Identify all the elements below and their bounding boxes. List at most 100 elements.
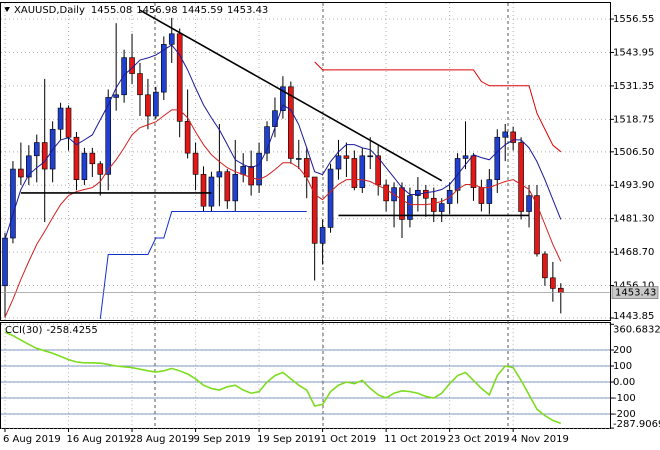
candle-body [518, 142, 524, 212]
indicator-line [4, 109, 562, 318]
candle-body [510, 131, 516, 143]
candle-body [81, 152, 88, 180]
candle-body [288, 86, 294, 159]
candle-body [89, 152, 96, 165]
x-tick-label: 28 Aug 2019 [130, 434, 194, 445]
y-tick-label: 100 [613, 361, 632, 372]
candle-body [407, 195, 413, 220]
candle-body [200, 174, 207, 207]
candle-body [470, 155, 477, 188]
price-header: XAUUSD,Daily 1455.08 1456.98 1445.59 1453.43 [14, 5, 268, 16]
y-tick-label: 1531.35 [613, 81, 654, 92]
header-high: 1456.98 [136, 5, 177, 16]
candle-body [216, 171, 223, 178]
x-tick-label: 16 Aug 2019 [67, 434, 131, 445]
y-tick-label: -287.9069 [613, 419, 660, 430]
candle-body [430, 197, 437, 212]
candle-body [256, 152, 262, 186]
candle-body [153, 91, 159, 117]
header-open: 1455.08 [91, 5, 132, 16]
candle-body [248, 166, 254, 186]
candle-body [65, 107, 72, 138]
x-tick-label: 11 Oct 2019 [384, 434, 446, 445]
current-price-label: 1453.43 [615, 288, 656, 299]
chart-layer: 1556.55 1543.95 1531.35 1518.75 1506.50 1493.… [1, 3, 660, 445]
candle-body [438, 203, 445, 212]
candle-body [57, 107, 64, 130]
candle-body [502, 131, 509, 138]
x-tick-label: 19 Sep 2019 [257, 434, 320, 445]
candle-body [351, 158, 358, 188]
current-price-box [611, 286, 659, 299]
candle-body [264, 126, 270, 154]
menu-triangle[interactable] [4, 7, 10, 12]
candle-body [208, 176, 215, 207]
y-tick-label: -100 [613, 393, 636, 404]
candle-body [26, 155, 32, 178]
candle-body [272, 110, 278, 127]
candle-body [462, 155, 469, 159]
candle-body [2, 237, 8, 287]
y-tick-label: 1468.70 [613, 247, 654, 258]
y-tick-label: 1456.10 [613, 281, 654, 292]
candle-body [121, 57, 127, 96]
indicator-line [99, 211, 307, 320]
candle-body [319, 227, 326, 244]
candle-body [557, 287, 564, 293]
candle-body [184, 121, 191, 154]
candle-body [240, 166, 246, 175]
candle-body [303, 158, 310, 178]
candle-body [311, 176, 318, 244]
candle-body [224, 171, 231, 202]
y-tick-label: 1556.55 [613, 14, 654, 25]
y-tick-label: 1443.85 [613, 311, 654, 322]
cci-header: CCI(30) -258.4255 [5, 325, 98, 336]
y-tick-label: 0.00 [613, 377, 635, 388]
candle-body [367, 155, 374, 158]
x-tick-label: 6 Aug 2019 [3, 434, 61, 445]
cci-value: -258.4255 [46, 325, 97, 336]
y-tick-label: 1543.95 [613, 47, 654, 58]
candle-body [415, 189, 421, 196]
candle-body [295, 158, 302, 160]
candle-body [423, 189, 429, 199]
candle-body [327, 168, 334, 228]
candle-body [18, 168, 24, 178]
candle-body [526, 195, 532, 212]
candle-body [113, 94, 119, 98]
x-tick-label: 1 Oct 2019 [321, 434, 376, 445]
candle-body [41, 142, 48, 170]
x-tick-label: 9 Sep 2019 [194, 434, 251, 445]
candle-body [137, 73, 143, 96]
candle-body [383, 184, 389, 202]
candle-body [550, 277, 556, 289]
candle-body [176, 33, 183, 122]
candle-body [359, 155, 366, 188]
candle-body [534, 195, 540, 255]
y-tick-label: 1493.90 [613, 180, 654, 191]
y-tick-label: 200 [613, 345, 632, 356]
candle-body [280, 86, 286, 112]
candle-body [478, 187, 485, 204]
y-tick-label: 1506.50 [613, 147, 654, 158]
indicator-line [314, 61, 562, 153]
indicator-line [4, 44, 562, 240]
price-panel-frame [0, 2, 611, 321]
symbol: XAUUSD,Daily [14, 5, 85, 16]
candle-body [494, 136, 501, 180]
candle-body [33, 142, 40, 157]
trendline [139, 9, 443, 182]
candle-body [343, 155, 350, 159]
candle-body [145, 94, 151, 117]
candle-body [10, 168, 16, 239]
candle-body [73, 136, 80, 180]
candle-body [486, 179, 493, 204]
candle-body [335, 155, 342, 170]
y-tick-label: 1481.30 [613, 214, 654, 225]
cci-title: CCI(30) [5, 325, 43, 336]
y-tick-label: -200 [613, 409, 636, 420]
candle-body [168, 33, 175, 45]
cci-line [4, 331, 562, 425]
